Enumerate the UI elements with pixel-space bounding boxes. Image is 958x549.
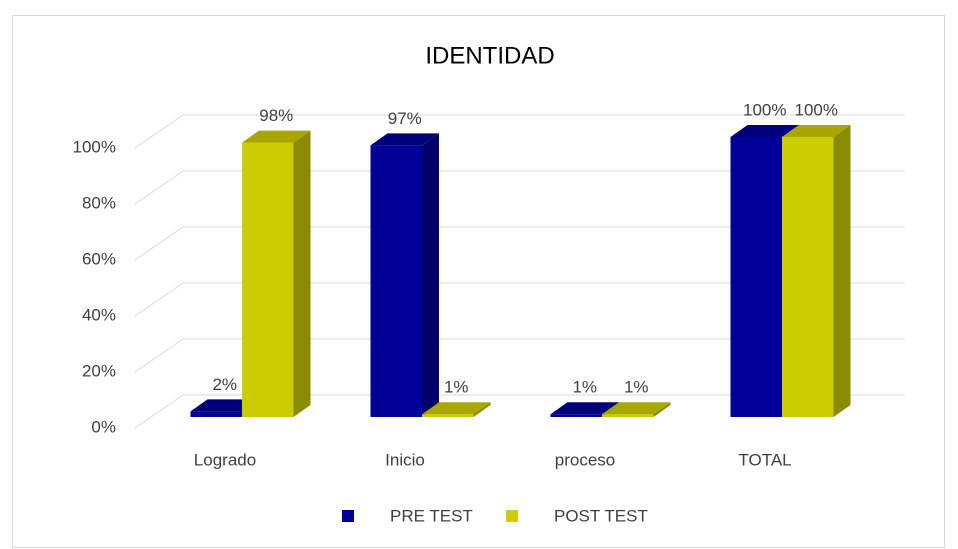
bar-side [473, 402, 491, 417]
grid-line [134, 282, 905, 317]
grid-line [134, 338, 905, 373]
bar-top [370, 133, 439, 146]
bar-front [782, 137, 834, 417]
bar-front [730, 137, 782, 417]
bar-side [653, 402, 671, 417]
value-label: 98% [259, 106, 293, 125]
bar-top [422, 402, 491, 415]
y-tick-label: 60% [82, 249, 116, 268]
grid-line [134, 170, 905, 205]
chart-title: IDENTIDAD [425, 42, 554, 69]
y-tick-label: 40% [82, 305, 116, 324]
y-tick-label: 20% [82, 361, 116, 380]
y-tick-label: 0% [91, 417, 116, 436]
y-tick-label: 80% [82, 193, 116, 212]
bar [422, 402, 491, 417]
x-tick-label: Inicio [385, 450, 425, 469]
bar-top [190, 399, 259, 412]
grid-line [134, 394, 905, 429]
value-label: 1% [444, 378, 469, 397]
bar [242, 130, 311, 417]
grid-line [134, 226, 905, 261]
bar-side [293, 130, 311, 417]
bar-top [550, 402, 619, 415]
bar-front [370, 145, 422, 417]
legend-swatch [342, 510, 354, 522]
bar-top [242, 130, 311, 143]
value-label: 1% [624, 378, 649, 397]
bar-top [782, 125, 851, 137]
bar [602, 402, 671, 417]
legend-label: POST TEST [554, 506, 648, 525]
bar-front [422, 414, 474, 417]
bar-front [602, 414, 654, 417]
value-label: 1% [572, 378, 597, 397]
bar [782, 125, 851, 417]
bar [370, 133, 439, 417]
legend-label: PRE TEST [390, 506, 473, 525]
bar-front [190, 411, 242, 417]
bar-front [242, 142, 294, 417]
grid-line [134, 114, 905, 149]
x-tick-label: TOTAL [738, 450, 791, 469]
value-label: 100% [795, 100, 838, 119]
bar-front [550, 414, 602, 417]
y-tick-label: 100% [73, 137, 116, 156]
bar-top [730, 125, 799, 137]
x-tick-label: Logrado [194, 450, 256, 469]
bar-side [422, 133, 439, 417]
bar-top [602, 402, 671, 415]
bar-side [833, 125, 851, 417]
value-label: 100% [743, 100, 786, 119]
x-tick-label: proceso [555, 450, 615, 469]
legend-swatch [506, 510, 518, 522]
value-label: 97% [388, 109, 422, 128]
value-label: 2% [212, 375, 237, 394]
